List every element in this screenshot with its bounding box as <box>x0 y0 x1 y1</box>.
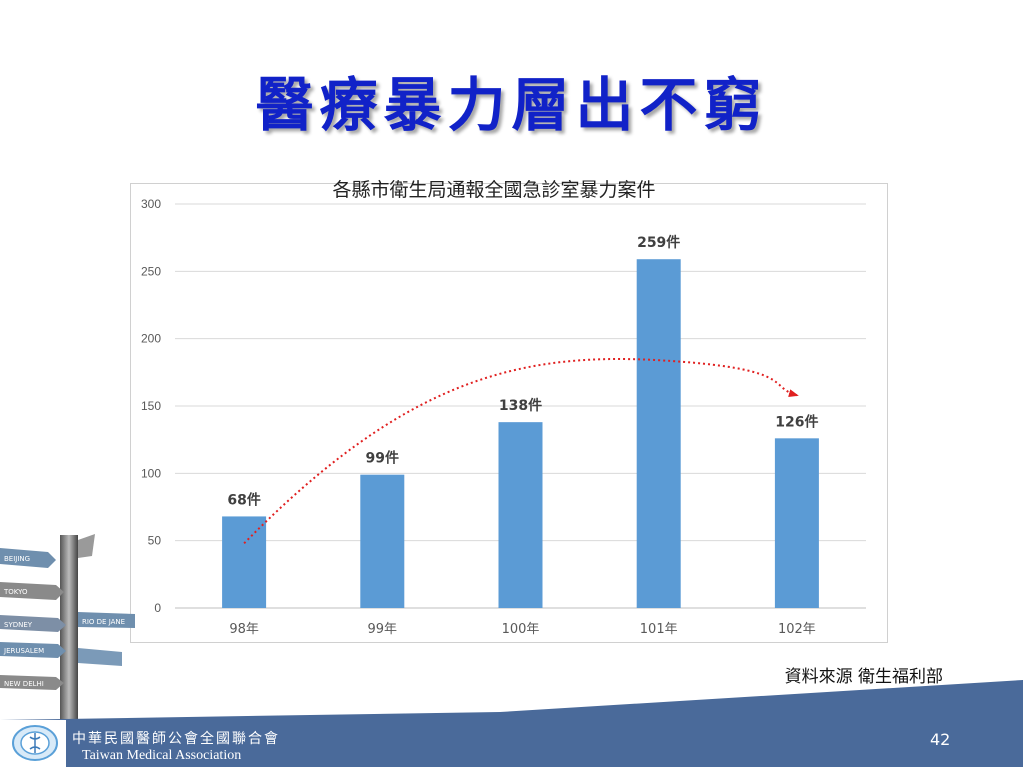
bars <box>222 259 819 608</box>
data-labels: 68件 99件 138件 259件 126件 <box>227 234 818 508</box>
sign-board <box>0 615 66 632</box>
x-tick-label: 100年 <box>502 622 540 637</box>
signpost-illustration: BEIJING TOKYO SYDNEY RIO DE JANE JERUSAL… <box>0 534 135 725</box>
sign-label: RIO DE JANE <box>82 618 125 626</box>
sign-label: BEIJING <box>4 555 30 563</box>
sign-board <box>78 648 122 666</box>
bar <box>360 474 405 608</box>
sign-label: TOKYO <box>3 588 28 596</box>
y-tick-label: 300 <box>141 197 161 211</box>
page-number: 42 <box>930 730 951 749</box>
trend-arrow <box>243 358 799 545</box>
data-label: 126件 <box>775 413 818 430</box>
trend-curve <box>243 358 799 545</box>
tma-logo <box>12 725 58 761</box>
sign-board <box>0 548 56 568</box>
sign-board <box>0 582 64 600</box>
sign-board <box>78 534 95 558</box>
y-axis-ticks: 0 50 100 150 200 250 300 <box>141 197 161 615</box>
org-name-zh: 中華民國醫師公會全國聯合會 <box>72 731 280 747</box>
x-tick-label: 102年 <box>778 622 816 637</box>
sign-board <box>0 642 66 658</box>
sign-label: JERUSALEM <box>3 647 44 655</box>
sign-label: SYDNEY <box>4 621 33 629</box>
bar <box>498 422 543 608</box>
y-tick-label: 250 <box>141 264 161 278</box>
chart-title: 各縣市衛生局通報全國急診室暴力案件 <box>332 179 656 201</box>
y-tick-label: 150 <box>141 399 161 413</box>
bar-chart: 0 50 100 150 200 250 300 68件 99件 138件 259件 126件 98… <box>141 197 866 637</box>
x-axis-ticks: 98年 99年 100年 101年 102年 <box>229 622 815 637</box>
y-tick-label: 0 <box>154 601 161 615</box>
bar <box>222 516 267 608</box>
data-label: 68件 <box>227 491 260 508</box>
data-label: 259件 <box>637 234 680 251</box>
data-label: 138件 <box>499 397 542 414</box>
bar <box>636 259 681 608</box>
slide-title: 醫療暴力層出不窮 <box>255 71 768 139</box>
source-note: 資料來源 衛生福利部 <box>784 667 943 687</box>
y-tick-label: 50 <box>148 534 162 548</box>
y-tick-label: 200 <box>141 332 161 346</box>
y-tick-label: 100 <box>141 466 161 480</box>
signpost-pole <box>60 535 78 725</box>
org-name-en: Taiwan Medical Association <box>82 748 242 763</box>
footer-wave <box>0 680 1023 767</box>
x-tick-label: 101年 <box>640 622 678 637</box>
data-label: 99件 <box>366 450 399 467</box>
x-tick-label: 98年 <box>229 622 259 637</box>
sign-label: NEW DELHI <box>4 680 44 688</box>
bar <box>774 438 819 608</box>
sign-board <box>0 675 64 690</box>
x-tick-label: 99年 <box>368 622 398 637</box>
sign-board <box>78 612 135 628</box>
